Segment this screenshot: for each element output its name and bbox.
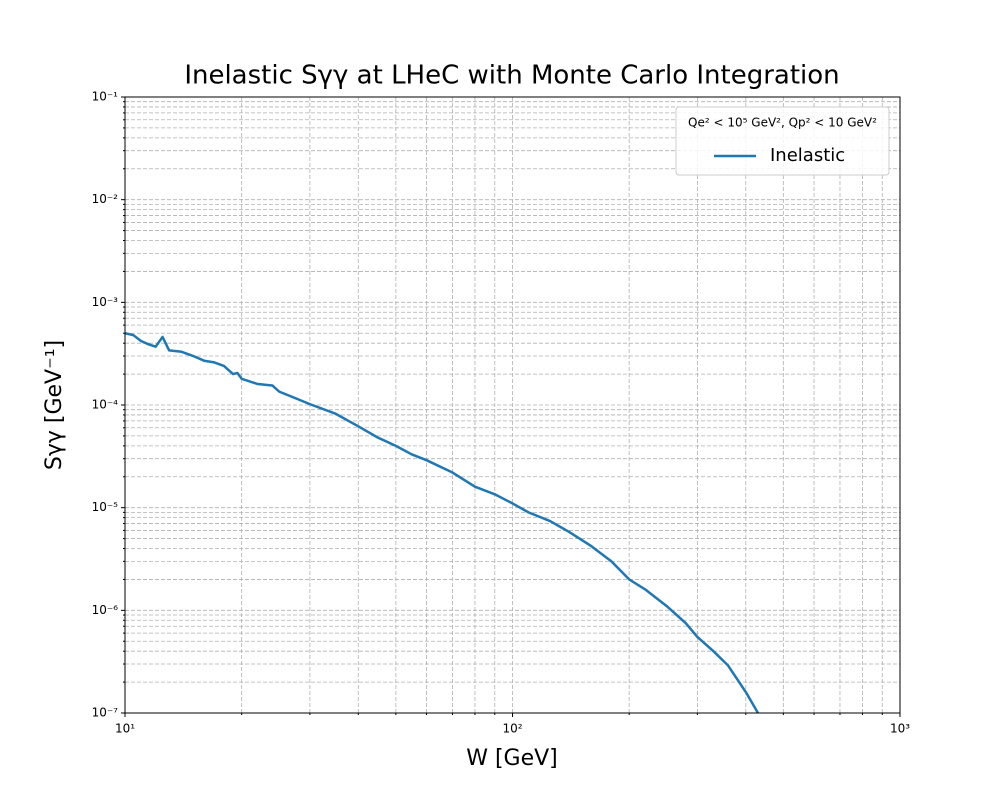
y-tick-label: 10⁻³ — [92, 295, 119, 309]
y-tick-label: 10⁻⁶ — [92, 603, 119, 617]
x-tick-label: 10² — [502, 722, 522, 736]
y-tick-label: 10⁻⁵ — [92, 500, 119, 514]
x-axis-label: W [GeV] — [466, 746, 558, 771]
chart-title: Inelastic Sγγ at LHeC with Monte Carlo I… — [184, 61, 839, 91]
plot — [124, 332, 760, 714]
legend: Qe² < 10⁵ GeV², Qp² < 10 GeV² Inelastic — [675, 106, 890, 176]
y-tick-label: 10⁻² — [92, 192, 119, 206]
y-axis-label: Sγγ [GeV⁻¹] — [42, 340, 67, 470]
y-tick-label: 10⁻¹ — [92, 90, 119, 104]
legend-box — [675, 106, 890, 176]
x-tick-label: 10³ — [890, 722, 910, 736]
y-tick-label: 10⁻⁷ — [92, 706, 119, 720]
x-tick-label: 10¹ — [115, 722, 135, 736]
line — [124, 332, 760, 714]
y-tick-label: 10⁻⁴ — [92, 398, 119, 412]
legend-title: Qe² < 10⁵ GeV², Qp² < 10 GeV² — [688, 116, 877, 130]
grid — [124, 96, 901, 714]
legend-label: Inelastic — [770, 145, 845, 166]
